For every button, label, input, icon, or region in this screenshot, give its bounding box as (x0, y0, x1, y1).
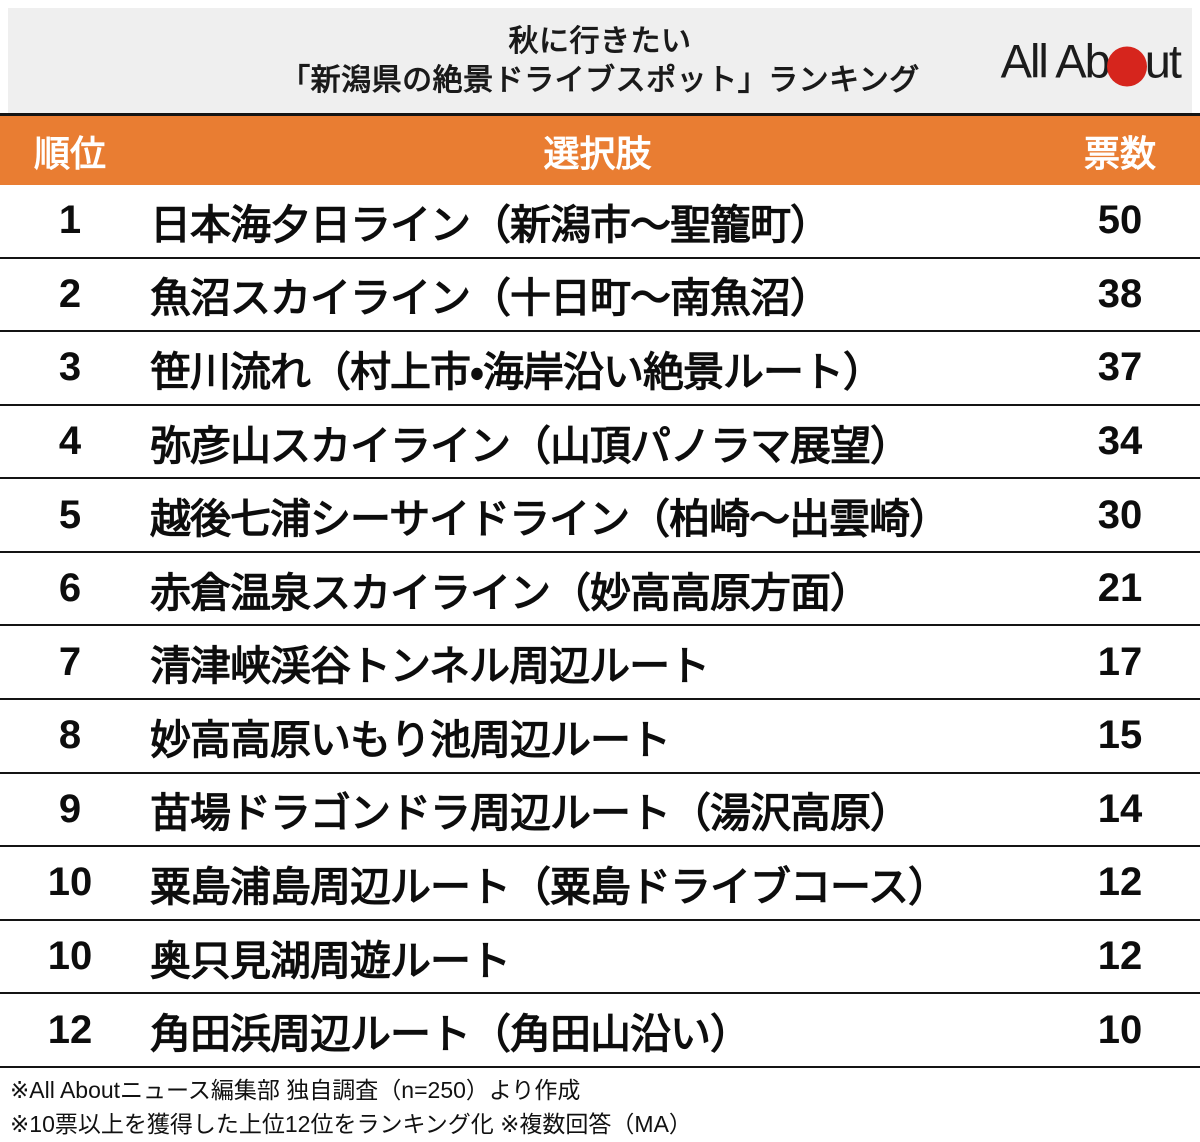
rank-value: 7 (58, 639, 82, 684)
page-title-line-2: 「新潟県の絶景ドライブスポット」ランキング (280, 63, 920, 97)
table-row: 8 妙高高原いもり池周辺ルート 15 (0, 700, 1200, 774)
rank-value: 8 (58, 713, 82, 758)
table-row: 2 魚沼スカイライン（十日町〜南魚沼） 38 (0, 259, 1200, 333)
votes-value: 10 (1097, 1007, 1143, 1052)
table-row: 10 奥只見湖周遊ルート 12 (0, 921, 1200, 995)
choice-value: 弥彦山スカイライン（山頂パノラマ展望） (150, 422, 911, 469)
ranking-table-body: 1 日本海夕日ライン（新潟市〜聖籠町） 50 2 魚沼スカイライン（十日町〜南魚… (0, 185, 1200, 1066)
votes-value: 12 (1097, 934, 1143, 979)
votes-value: 17 (1097, 639, 1143, 684)
choice-value: 角田浜周辺ルート（角田山沿い） (150, 1011, 751, 1058)
choice-value: 赤倉温泉スカイライン（妙高高原方面） (150, 569, 871, 616)
choice-value: 粟島浦島周辺ルート（粟島ドライブコース） (150, 863, 949, 910)
footnote-source: ※All Aboutニュース編集部 独自調査（n=250）より作成 (10, 1077, 581, 1103)
table-row: 7 清津峡渓谷トンネル周辺ルート 17 (0, 626, 1200, 701)
page-title-line-1: 秋に行きたい (508, 24, 692, 58)
table-row: 6 赤倉温泉スカイライン（妙高高原方面） 21 (0, 553, 1200, 627)
table-header-row: 順位 選択肢 票数 (0, 113, 1200, 185)
rank-value: 5 (58, 492, 82, 537)
table-row: 9 苗場ドラゴンドラ周辺ルート（湯沢高原） 14 (0, 774, 1200, 848)
table-row: 10 粟島浦島周辺ルート（粟島ドライブコース） 12 (0, 847, 1200, 921)
table-row: 5 越後七浦シーサイドライン（柏崎〜出雲崎） 30 (0, 479, 1200, 553)
column-header-rank: 順位 (33, 132, 106, 174)
choice-value: 奥只見湖周遊ルート (150, 937, 511, 984)
votes-value: 30 (1097, 492, 1143, 537)
column-header-choice: 選択肢 (543, 132, 652, 174)
all-about-logo: All Ab ut (1000, 33, 1182, 88)
table-row: 1 日本海夕日ライン（新潟市〜聖籠町） 50 (0, 185, 1200, 259)
choice-value: 日本海夕日ライン（新潟市〜聖籠町） (150, 201, 831, 248)
red-circle-icon (1106, 46, 1147, 87)
votes-value: 34 (1097, 419, 1143, 464)
rank-value: 12 (47, 1007, 93, 1052)
table-row: 3 笹川流れ（村上市・海岸沿い絶景ルート） 37 (0, 332, 1200, 406)
logo-text-left: All Ab (1000, 34, 1111, 87)
votes-value: 14 (1097, 786, 1143, 831)
logo-text-right: ut (1144, 34, 1182, 87)
votes-value: 38 (1097, 271, 1143, 316)
table-row: 4 弥彦山スカイライン（山頂パノラマ展望） 34 (0, 406, 1200, 480)
choice-value: 越後七浦シーサイドライン（柏崎〜出雲崎） (150, 496, 950, 543)
footnotes: ※All Aboutニュース編集部 独自調査（n=250）より作成 ※10票以上… (0, 1066, 1200, 1142)
rank-value: 10 (47, 934, 93, 979)
choice-value: 妙高高原いもり池周辺ルート (150, 716, 671, 763)
votes-value: 15 (1097, 713, 1143, 758)
title-bar: 秋に行きたい 「新潟県の絶景ドライブスポット」ランキング All Ab ut (8, 8, 1192, 113)
rank-value: 3 (58, 345, 82, 390)
footnote-method: ※10票以上を獲得した上位12位をランキング化 ※複数回答（MA） (10, 1111, 692, 1137)
choice-value: 苗場ドラゴンドラ周辺ルート（湯沢高原） (150, 790, 911, 837)
votes-value: 12 (1097, 860, 1143, 905)
votes-value: 50 (1097, 198, 1143, 243)
votes-value: 21 (1097, 566, 1143, 611)
choice-value: 魚沼スカイライン（十日町〜南魚沼） (150, 275, 831, 322)
table-row: 12 角田浜周辺ルート（角田山沿い） 10 (0, 994, 1200, 1066)
choice-value: 笹川流れ（村上市・海岸沿い絶景ルート） (150, 348, 884, 395)
votes-value: 37 (1097, 345, 1143, 390)
rank-value: 1 (58, 198, 82, 243)
rank-value: 2 (58, 271, 82, 316)
rank-value: 10 (47, 860, 93, 905)
column-header-votes: 票数 (1083, 132, 1156, 174)
rank-value: 6 (58, 566, 82, 611)
rank-value: 9 (58, 786, 82, 831)
rank-value: 4 (58, 419, 82, 464)
choice-value: 清津峡渓谷トンネル周辺ルート (150, 643, 710, 690)
